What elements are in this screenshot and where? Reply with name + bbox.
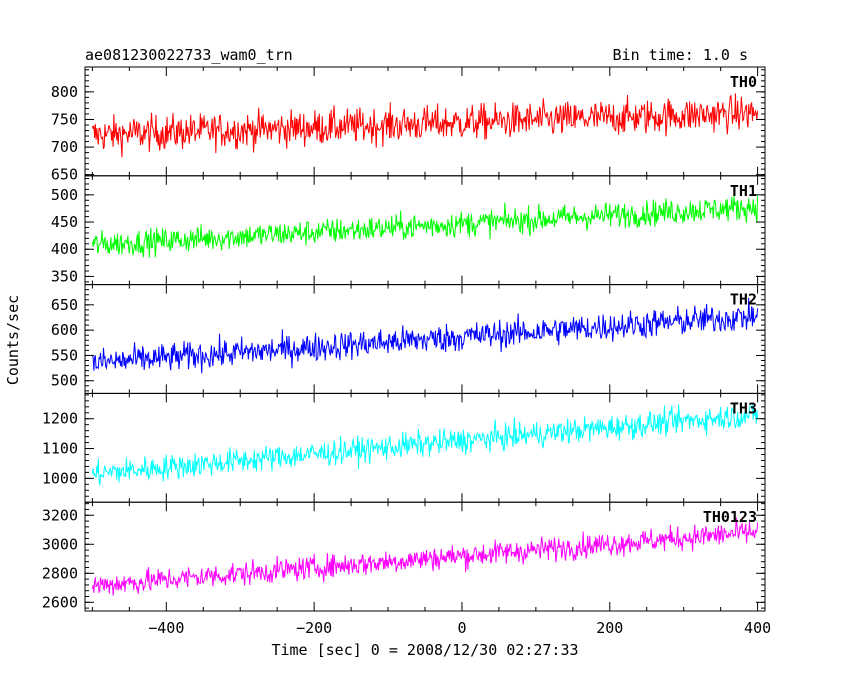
y-tick-label: 3200: [42, 506, 78, 524]
y-tick-label: 400: [51, 240, 78, 258]
panel-frame: [84, 392, 766, 503]
panel-th2: 500 550 600 650 TH2: [51, 284, 766, 394]
y-tick-label: 2800: [42, 564, 78, 582]
y-tick-label: 600: [51, 321, 78, 339]
y-tick-label: 1000: [42, 469, 78, 487]
y-tick-label: 650: [51, 296, 78, 314]
x-tick-label: −200: [296, 619, 332, 637]
y-tick-label: 450: [51, 213, 78, 231]
y-tick-label: 500: [51, 372, 78, 390]
series-line-th2: [91, 297, 759, 374]
y-tick-label: 550: [51, 346, 78, 364]
panel-th0123: 2600 2800 3000 3200 TH0123: [42, 501, 766, 612]
y-tick-label: 2600: [42, 593, 78, 611]
series-line-th3: [91, 404, 759, 486]
x-axis-label: Time [sec] 0 = 2008/12/30 02:27:33: [271, 641, 578, 659]
panel-frame: [84, 175, 766, 286]
panel-label-th0123: TH0123: [703, 508, 757, 526]
y-tick-label: 500: [51, 186, 78, 204]
y-tick-label: 3000: [42, 535, 78, 553]
y-tick-label: 750: [51, 110, 78, 128]
series-line-th1: [91, 195, 759, 258]
y-tick-label: 700: [51, 138, 78, 156]
y-tick-label: 800: [51, 83, 78, 101]
x-axis: −400 −200 0 200 400: [148, 619, 771, 637]
series-line-th0: [91, 93, 759, 158]
x-tick-label: 200: [596, 619, 623, 637]
bin-time-label: Bin time: 1.0 s: [613, 46, 748, 64]
y-tick-label: 650: [51, 166, 78, 184]
x-tick-label: 400: [744, 619, 771, 637]
panels-group: 650 700 750 800 TH0 350 400 450 500 TH1 500 550 600 6…: [42, 66, 766, 612]
y-tick-label: 350: [51, 267, 78, 285]
series-line-th0123: [91, 517, 759, 596]
y-axis-label: Counts/sec: [4, 295, 22, 385]
panel-label-th3: TH3: [730, 399, 757, 417]
chart-title: ae081230022733_wam0_trn: [85, 46, 293, 64]
x-tick-label: 0: [457, 619, 466, 637]
panel-th3: 1000 1100 1200 TH3: [42, 392, 766, 503]
panel-th0: 650 700 750 800 TH0: [51, 66, 766, 184]
y-tick-label: 1100: [42, 440, 78, 458]
panel-th1: 350 400 450 500 TH1: [51, 175, 766, 286]
panel-label-th1: TH1: [730, 182, 757, 200]
x-tick-label: −400: [148, 619, 184, 637]
y-tick-label: 1200: [42, 410, 78, 428]
panel-label-th0: TH0: [730, 73, 757, 91]
panel-label-th2: TH2: [730, 291, 757, 309]
